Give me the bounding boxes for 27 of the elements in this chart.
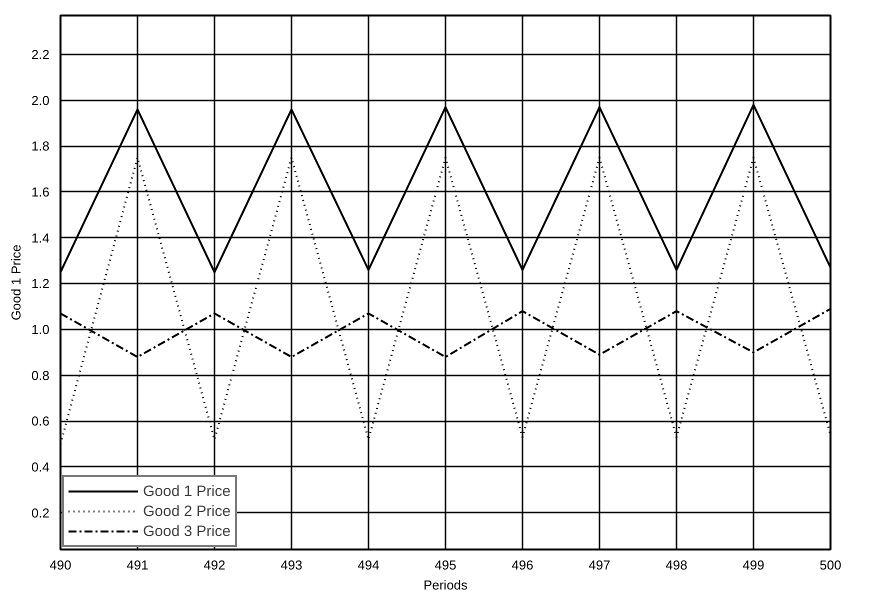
x-tick-label: 498: [666, 558, 688, 572]
x-tick-label: 496: [512, 558, 534, 572]
legend-label: Good 1 Price: [143, 482, 231, 500]
x-tick-label: 493: [280, 558, 302, 572]
legend-label: Good 3 Price: [143, 522, 231, 540]
y-tick-label: 2.2: [31, 46, 50, 62]
x-tick-label: 500: [820, 558, 842, 572]
y-axis-title: Good 1 Price: [8, 244, 24, 320]
y-tick-label: 0.4: [31, 459, 50, 474]
x-tick-label: 499: [742, 558, 764, 572]
y-tick-label: 0.2: [31, 505, 50, 520]
y-tick-label: 1.2: [31, 276, 50, 292]
x-axis-title: Periods: [423, 578, 468, 592]
x-tick-label: 491: [126, 558, 148, 572]
x-tick-label: 497: [588, 558, 610, 572]
x-tick-label: 492: [204, 558, 226, 572]
y-tick-label: 1.8: [31, 138, 50, 154]
y-tick-label: 1.0: [31, 322, 50, 337]
y-tick-label: 0.8: [31, 368, 50, 383]
legend-label: Good 2 Price: [143, 502, 231, 520]
y-tick-label: 1.4: [31, 230, 50, 246]
x-tick-label: 494: [358, 558, 380, 572]
y-tick-label: 2.0: [31, 92, 50, 108]
x-tick-label: 490: [50, 558, 72, 572]
y-tick-label: 1.6: [31, 184, 50, 200]
y-tick-label: 0.6: [31, 414, 50, 429]
x-tick-label: 495: [434, 558, 456, 572]
